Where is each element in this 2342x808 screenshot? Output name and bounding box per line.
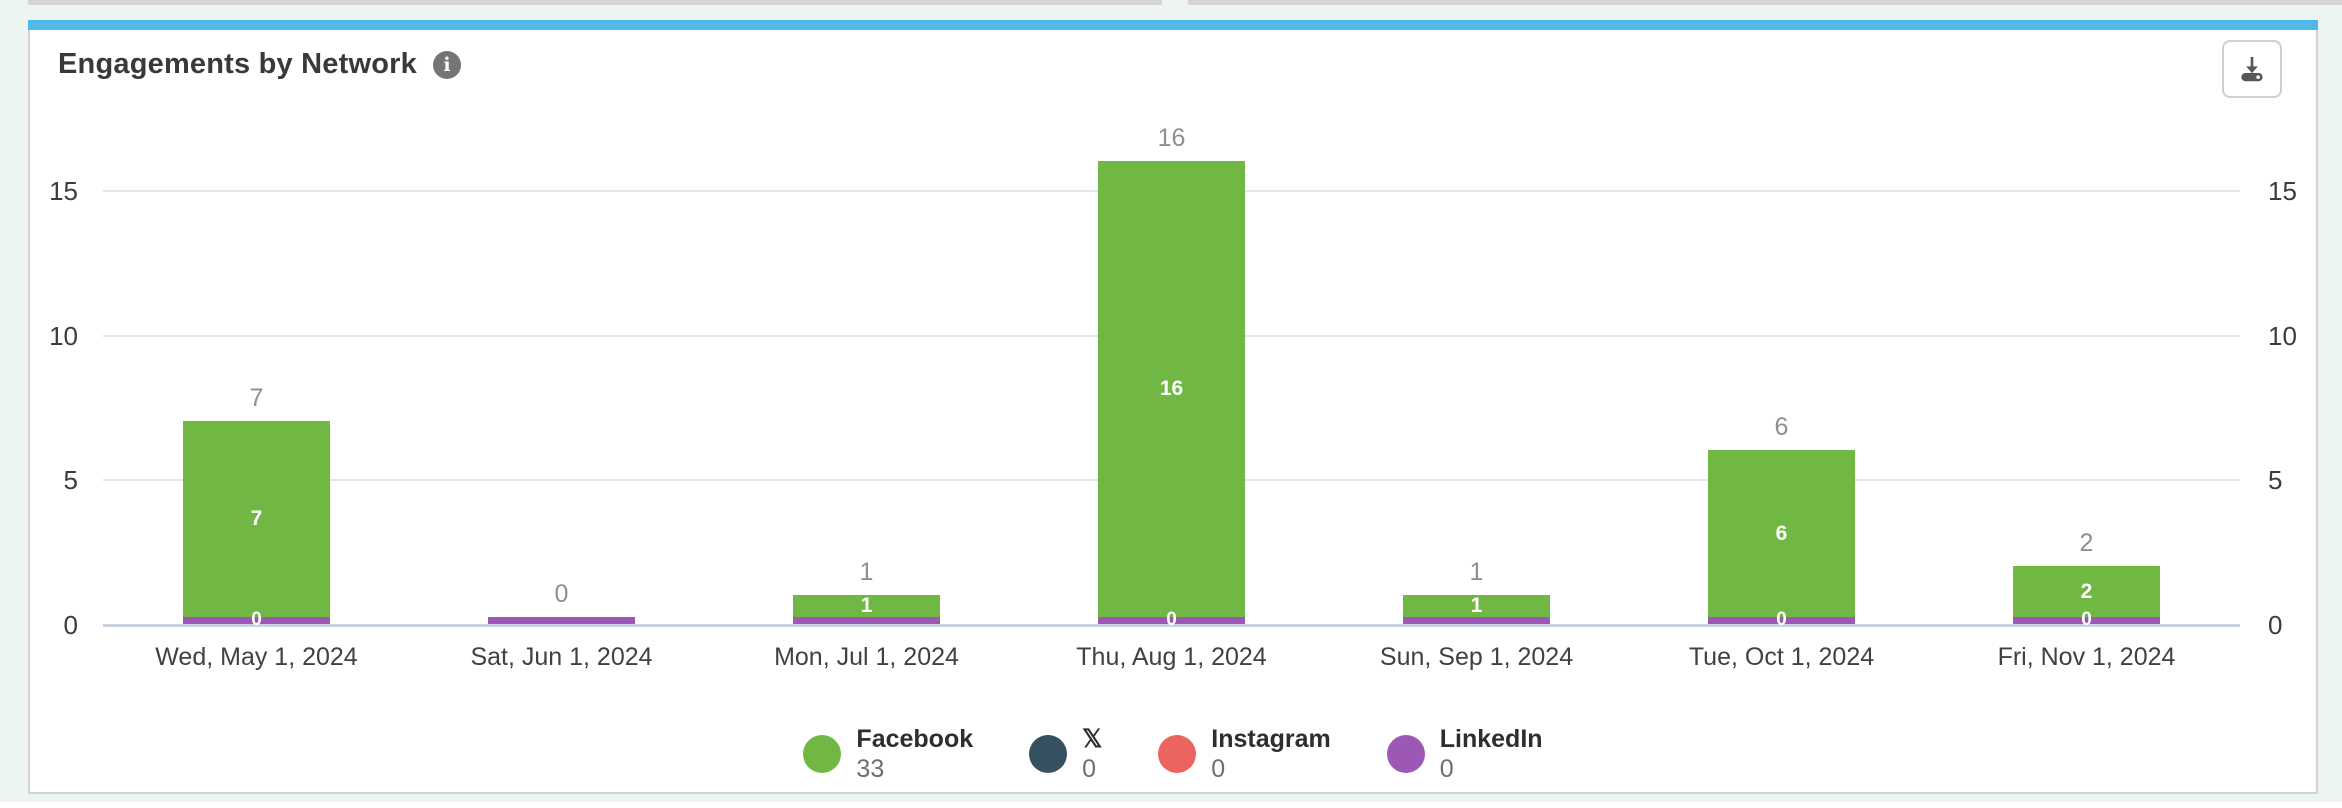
bar-group[interactable] (1708, 450, 1855, 624)
bar-segment-linkedin[interactable] (1403, 617, 1550, 624)
legend-item-instagram[interactable]: Instagram 0 (1158, 724, 1331, 784)
bar-total-label: 1 (1469, 558, 1484, 586)
bar-facebook-value-label: 2 (2080, 579, 2093, 603)
card-header: Engagements by Network i (58, 48, 461, 81)
bar-facebook-value-label: 1 (860, 594, 873, 617)
chart-legend: Facebook 33 𝕏 0 Instagram 0 LinkedIn 0 (30, 724, 2316, 784)
legend-dot (1386, 735, 1425, 773)
info-icon[interactable]: i (432, 50, 461, 79)
legend-value: 33 (856, 755, 885, 783)
y-tick-left: 15 (49, 176, 78, 207)
legend-item-linkedin[interactable]: LinkedIn 0 (1386, 724, 1543, 784)
bar-chart-plot-area: 15 15 10 10 5 5 0 0 7 7 0 Wed, May 1, 2024 0 Sat, Jun… (30, 22, 2316, 722)
x-axis-label: Wed, May 1, 2024 (155, 643, 358, 671)
bar-linkedin-value-label: 0 (251, 609, 262, 630)
legend-dot (1029, 735, 1068, 773)
y-tick-left: 10 (49, 320, 78, 351)
bar-segment-linkedin[interactable] (1708, 617, 1855, 624)
legend-text: LinkedIn 0 (1440, 724, 1543, 784)
bar-total-label: 16 (1157, 124, 1186, 152)
bar-segment-facebook[interactable] (793, 595, 940, 617)
bar-group[interactable] (183, 421, 330, 624)
legend-text: Facebook 33 (856, 724, 973, 784)
legend-value: 0 (1439, 755, 1454, 783)
legend-text: Instagram 0 (1211, 724, 1330, 784)
lower-page-edge (0, 802, 2342, 808)
bar-segment-linkedin[interactable] (1098, 617, 1245, 624)
bar-linkedin-value-label: 0 (1166, 609, 1177, 630)
upper-card-edge-left (28, 0, 1162, 5)
bar-group[interactable] (1403, 595, 1550, 624)
x-axis-label: Tue, Oct 1, 2024 (1688, 643, 1875, 671)
legend-value: 0 (1082, 755, 1097, 783)
legend-item-facebook[interactable]: Facebook 33 (803, 724, 973, 784)
engagements-card: Engagements by Network i 15 15 10 10 5 5 0 0 7 7 0… (28, 20, 2318, 794)
bar-segment-facebook[interactable] (1403, 595, 1550, 617)
download-button[interactable] (2222, 40, 2282, 98)
x-axis-label: Mon, Jul 1, 2024 (774, 643, 959, 671)
x-axis-line (103, 624, 2240, 627)
bar-segment-linkedin[interactable] (2013, 617, 2160, 624)
bar-segment-linkedin[interactable] (183, 617, 330, 624)
bar-linkedin-value-label: 0 (1776, 609, 1787, 630)
bar-total-label: 6 (1774, 413, 1789, 441)
bar-segment-facebook[interactable] (1098, 161, 1245, 617)
bar-segment-facebook[interactable] (2013, 566, 2160, 617)
upper-card-edge-right (1188, 0, 2342, 5)
card-accent-bar (28, 20, 2318, 30)
bar-segment-linkedin[interactable] (793, 617, 940, 624)
y-tick-right: 0 (2268, 610, 2283, 640)
bar-group[interactable] (488, 617, 635, 624)
bar-facebook-value-label: 7 (250, 507, 263, 530)
legend-name: Facebook (856, 725, 974, 753)
legend-name: Instagram (1211, 725, 1331, 753)
bar-facebook-value-label: 1 (1470, 594, 1483, 617)
y-tick-left: 0 (63, 610, 78, 640)
x-axis-label: Thu, Aug 1, 2024 (1076, 643, 1267, 671)
legend-dot (1158, 735, 1197, 773)
bar-total-label: 2 (2079, 529, 2094, 557)
bar-linkedin-value-label: 0 (2081, 609, 2092, 630)
bar-group[interactable] (793, 595, 940, 624)
bar-facebook-value-label: 6 (1775, 521, 1788, 545)
bar-group[interactable] (1098, 161, 1245, 624)
bar-segment-facebook[interactable] (183, 421, 330, 617)
legend-dot (803, 735, 842, 773)
legend-name: LinkedIn (1439, 725, 1543, 753)
x-axis-label: Fri, Nov 1, 2024 (1997, 643, 2176, 671)
x-axis-label: Sun, Sep 1, 2024 (1379, 643, 1574, 671)
card-title: Engagements by Network (58, 48, 417, 80)
bar-segment-linkedin[interactable] (488, 617, 635, 624)
x-axis-label: Sat, Jun 1, 2024 (470, 643, 653, 671)
bar-total-label: 0 (554, 580, 569, 608)
download-icon (2241, 57, 2263, 82)
bar-total-label: 1 (859, 558, 874, 586)
y-tick-left: 5 (63, 465, 78, 496)
bar-group[interactable] (2013, 566, 2160, 624)
legend-name: 𝕏 (1082, 725, 1103, 753)
y-tick-right: 5 (2268, 465, 2283, 496)
y-tick-right: 10 (2268, 320, 2297, 351)
bar-total-label: 7 (249, 384, 264, 412)
y-tick-right: 15 (2268, 176, 2297, 207)
legend-value: 0 (1211, 755, 1226, 783)
bar-segment-facebook[interactable] (1708, 450, 1855, 617)
bar-facebook-value-label: 16 (1159, 377, 1184, 400)
